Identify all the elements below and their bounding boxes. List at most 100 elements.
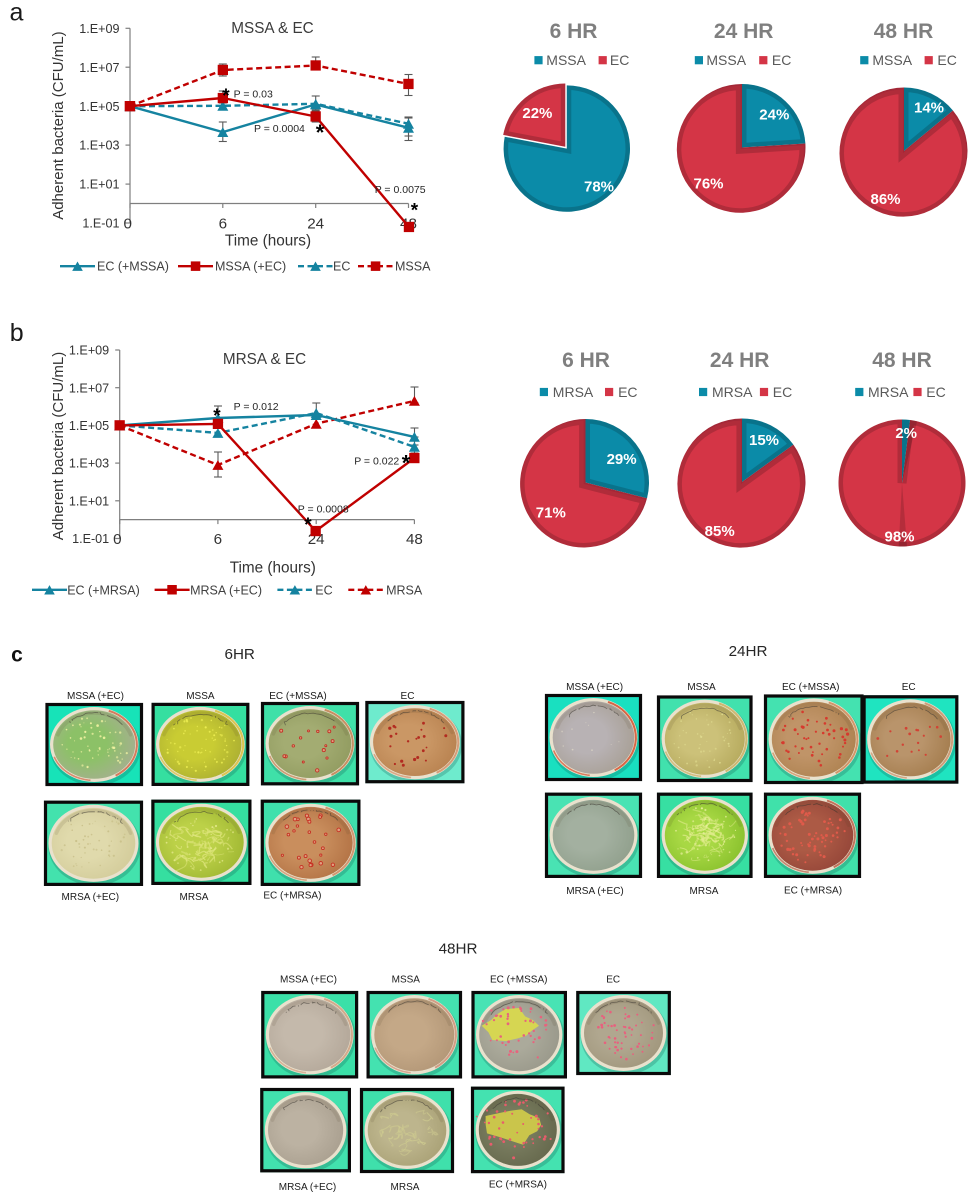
svg-text:EC: EC: [902, 682, 916, 693]
svg-text:a: a: [10, 0, 24, 26]
svg-text:*: *: [316, 120, 325, 145]
svg-text:b: b: [10, 319, 24, 347]
svg-text:EC: EC: [618, 384, 637, 400]
svg-text:MRSA: MRSA: [868, 384, 909, 400]
svg-text:6 HR: 6 HR: [550, 20, 598, 43]
svg-text:MSSA: MSSA: [706, 52, 746, 68]
svg-text:24%: 24%: [759, 106, 789, 123]
svg-text:MSSA (+EC): MSSA (+EC): [67, 691, 124, 702]
svg-text:14%: 14%: [914, 99, 944, 116]
svg-text:*: *: [304, 515, 312, 536]
svg-text:2%: 2%: [895, 425, 917, 442]
svg-text:48 HR: 48 HR: [874, 20, 934, 43]
svg-text:EC: EC: [772, 52, 791, 68]
svg-text:MRSA: MRSA: [712, 384, 753, 400]
svg-text:22%: 22%: [522, 105, 552, 122]
svg-text:1.E+09: 1.E+09: [79, 22, 119, 36]
svg-text:MSSA: MSSA: [546, 52, 586, 68]
svg-text:98%: 98%: [884, 528, 914, 545]
svg-text:76%: 76%: [693, 175, 723, 192]
svg-text:P = 0.03: P = 0.03: [234, 89, 273, 101]
svg-text:78%: 78%: [584, 179, 614, 196]
svg-text:EC: EC: [926, 384, 945, 400]
svg-text:1.E+05: 1.E+05: [79, 100, 119, 114]
svg-text:P = 0.0004: P = 0.0004: [254, 123, 305, 135]
svg-text:Time (hours): Time (hours): [225, 233, 311, 250]
svg-text:71%: 71%: [536, 505, 566, 522]
svg-text:MSSA & EC: MSSA & EC: [231, 20, 313, 37]
svg-text:86%: 86%: [870, 191, 900, 208]
svg-text:EC: EC: [610, 52, 629, 68]
svg-text:P = 0.0008: P = 0.0008: [298, 504, 349, 516]
svg-text:1.E+03: 1.E+03: [69, 457, 109, 471]
svg-text:P = 0.022: P = 0.022: [354, 456, 399, 468]
svg-text:*: *: [222, 86, 230, 107]
svg-text:48 HR: 48 HR: [872, 349, 932, 372]
svg-text:0: 0: [113, 531, 121, 548]
svg-text:MRSA: MRSA: [386, 583, 423, 597]
svg-text:MSSA: MSSA: [392, 974, 421, 985]
svg-text:MRSA (+EC): MRSA (+EC): [62, 892, 120, 903]
svg-text:*: *: [213, 406, 221, 427]
svg-text:P = 0.0075: P = 0.0075: [375, 184, 426, 196]
svg-text:MSSA: MSSA: [186, 691, 215, 702]
svg-text:1.E-01: 1.E-01: [82, 217, 119, 231]
svg-text:6HR: 6HR: [225, 646, 255, 663]
svg-text:1.E+05: 1.E+05: [69, 419, 109, 433]
svg-text:EC: EC: [333, 260, 350, 274]
svg-text:MRSA (+EC): MRSA (+EC): [190, 583, 262, 597]
svg-text:*: *: [402, 451, 411, 476]
svg-text:Time (hours): Time (hours): [230, 559, 316, 576]
svg-text:6: 6: [219, 215, 227, 232]
svg-text:EC (+MRSA): EC (+MRSA): [263, 891, 321, 902]
svg-text:MRSA: MRSA: [180, 892, 209, 903]
svg-text:MSSA: MSSA: [687, 682, 716, 693]
svg-text:85%: 85%: [705, 523, 735, 540]
svg-text:24: 24: [307, 215, 324, 232]
svg-text:c: c: [11, 644, 23, 667]
svg-text:MRSA (+EC): MRSA (+EC): [566, 886, 624, 897]
svg-text:EC (+MSSA): EC (+MSSA): [269, 691, 327, 702]
svg-text:6 HR: 6 HR: [562, 349, 610, 372]
svg-text:EC (+MRSA): EC (+MRSA): [67, 583, 140, 597]
svg-text:EC: EC: [401, 691, 415, 702]
svg-text:1.E+07: 1.E+07: [79, 61, 119, 75]
svg-text:Adherent bacteria (CFU/mL): Adherent bacteria (CFU/mL): [50, 352, 67, 540]
svg-text:1.E-01: 1.E-01: [72, 532, 109, 546]
svg-text:24HR: 24HR: [729, 643, 768, 660]
svg-text:24 HR: 24 HR: [710, 349, 770, 372]
svg-text:29%: 29%: [607, 451, 637, 468]
svg-text:EC (+MRSA): EC (+MRSA): [784, 886, 842, 897]
svg-text:24 HR: 24 HR: [714, 20, 774, 43]
svg-text:MSSA: MSSA: [872, 52, 912, 68]
svg-text:15%: 15%: [749, 432, 779, 449]
svg-text:EC: EC: [773, 384, 792, 400]
svg-text:6: 6: [214, 531, 222, 548]
svg-text:EC (+MSSA): EC (+MSSA): [490, 974, 548, 985]
svg-text:MRSA (+EC): MRSA (+EC): [279, 1182, 337, 1193]
svg-text:EC (+MSSA): EC (+MSSA): [97, 260, 169, 274]
svg-text:MRSA & EC: MRSA & EC: [223, 351, 306, 368]
svg-text:EC (+MSSA): EC (+MSSA): [782, 682, 840, 693]
svg-text:MRSA: MRSA: [391, 1182, 420, 1193]
svg-text:MRSA: MRSA: [690, 886, 719, 897]
svg-text:48HR: 48HR: [439, 941, 478, 958]
svg-text:1.E+09: 1.E+09: [69, 344, 109, 358]
svg-text:MSSA: MSSA: [395, 260, 431, 274]
svg-text:Adherent bacteria (CFU/mL): Adherent bacteria (CFU/mL): [50, 31, 67, 219]
svg-text:1.E+03: 1.E+03: [79, 139, 119, 153]
svg-text:EC: EC: [937, 52, 956, 68]
svg-text:MSSA (+EC): MSSA (+EC): [566, 682, 623, 693]
svg-text:1.E+01: 1.E+01: [79, 178, 119, 192]
svg-text:MSSA (+EC): MSSA (+EC): [215, 260, 286, 274]
svg-text:P = 0.012: P = 0.012: [234, 401, 279, 413]
svg-text:MRSA: MRSA: [553, 384, 594, 400]
svg-text:*: *: [411, 201, 419, 222]
svg-text:EC (+MRSA): EC (+MRSA): [489, 1180, 547, 1191]
svg-text:48: 48: [406, 531, 423, 548]
svg-text:MSSA (+EC): MSSA (+EC): [280, 974, 337, 985]
svg-text:EC: EC: [315, 583, 332, 597]
svg-text:EC: EC: [606, 974, 620, 985]
svg-text:1.E+01: 1.E+01: [69, 494, 109, 508]
svg-text:0: 0: [123, 215, 131, 232]
